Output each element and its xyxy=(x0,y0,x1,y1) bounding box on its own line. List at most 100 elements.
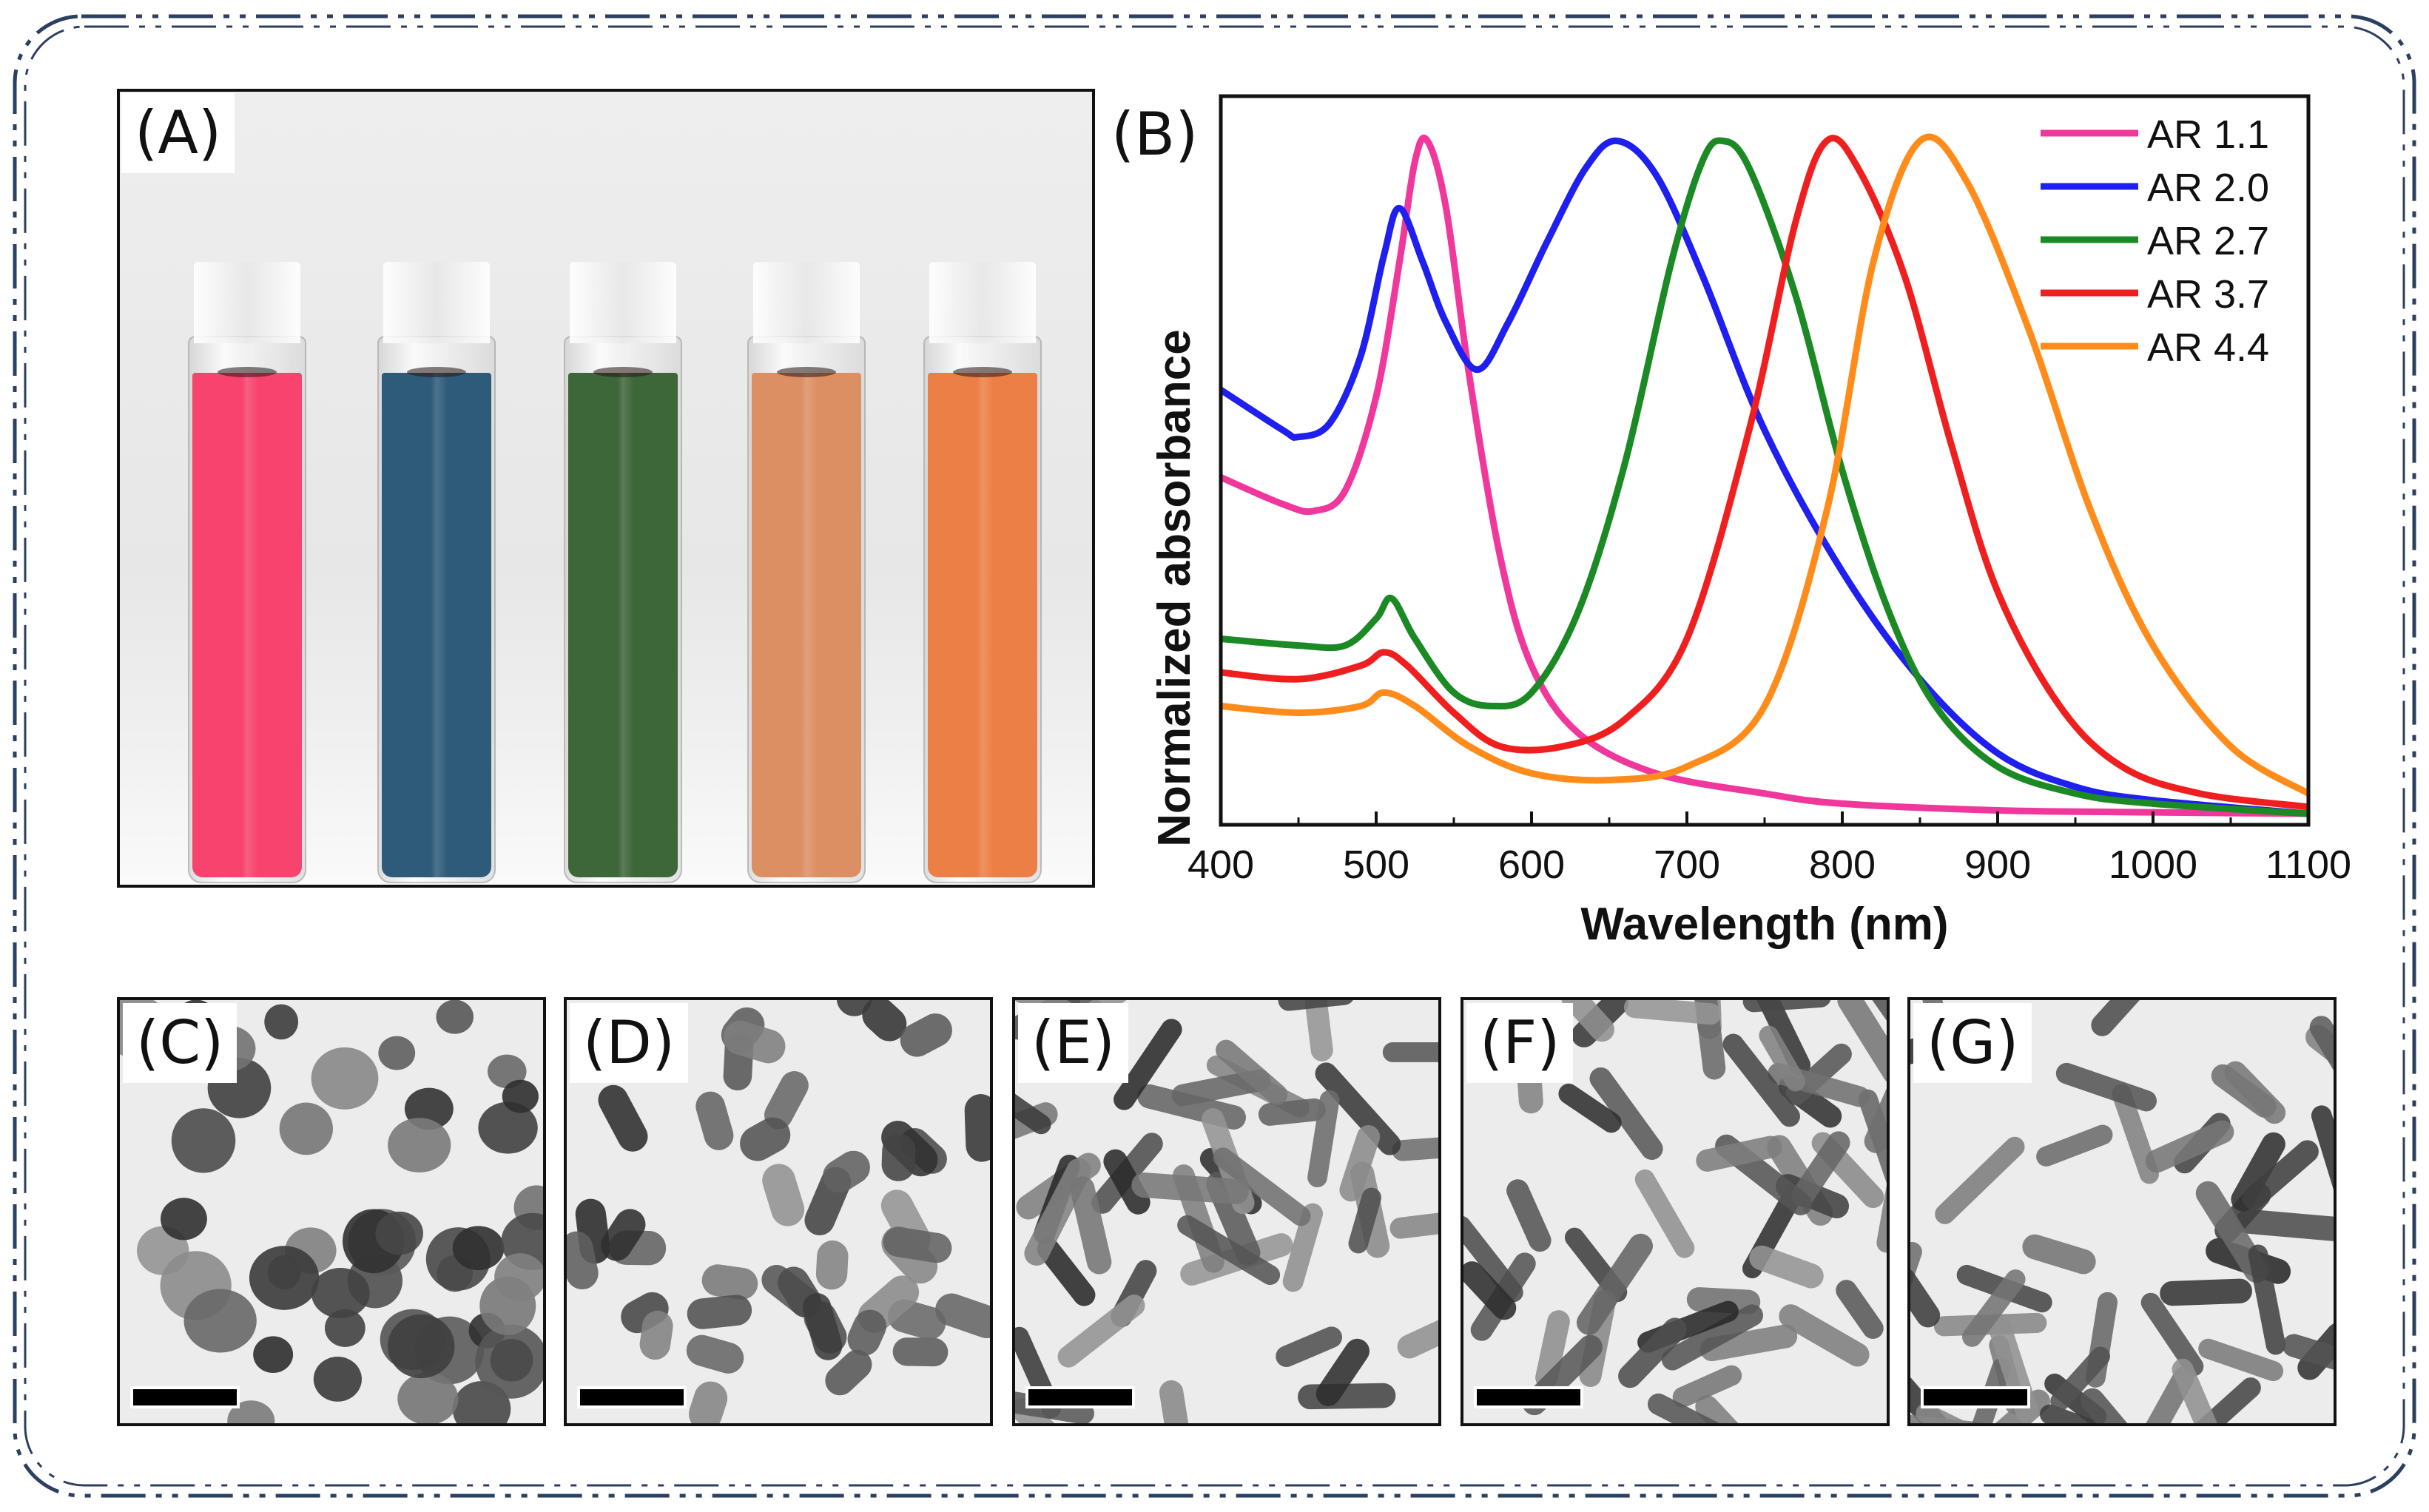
nanoparticle xyxy=(1722,1033,1800,1127)
tem-panel-c: (C) xyxy=(117,997,546,1426)
nanoparticle xyxy=(1648,1393,1726,1423)
nanoparticle xyxy=(1699,1324,1798,1362)
nanoparticle xyxy=(171,1108,236,1173)
vial-liquid xyxy=(192,373,302,877)
nanoparticle xyxy=(2160,1278,2252,1306)
nanoparticle xyxy=(686,1334,744,1374)
nanoparticle xyxy=(1315,1338,1370,1406)
x-tick-label: 500 xyxy=(1343,843,1409,887)
nanoparticle xyxy=(313,1357,362,1402)
tem-panel-f: (F) xyxy=(1461,997,1890,1426)
nanoparticle xyxy=(1695,1395,1751,1423)
vial-ar-3-7 xyxy=(747,262,866,883)
nanoparticle xyxy=(1962,1269,2026,1347)
nanoparticle xyxy=(1258,1098,1326,1126)
nanoparticle xyxy=(2036,1124,2113,1167)
nanoparticle xyxy=(1535,1310,1570,1389)
nanoparticle xyxy=(1910,1241,1922,1308)
series-line-ar-4-4 xyxy=(1220,133,2311,797)
series-line-ar-3-7 xyxy=(1220,135,2309,811)
vials-photo: (A) xyxy=(117,89,1095,888)
panel-label-c: (C) xyxy=(123,1003,237,1083)
y-axis-label: Normalized absorbance xyxy=(1149,329,1200,846)
panel-label-d: (D) xyxy=(570,1003,689,1083)
nanoparticle xyxy=(935,1293,990,1339)
nanoparticle xyxy=(1661,1304,1763,1371)
panel-label-g: (G) xyxy=(1913,1003,2032,1083)
nanoparticle xyxy=(388,1118,451,1173)
scale-bar xyxy=(1474,1386,1583,1408)
nanoparticle xyxy=(567,1231,599,1290)
nanoparticle xyxy=(1339,1125,1381,1202)
nanoparticle xyxy=(2055,1062,2157,1112)
nanoparticle xyxy=(1696,1135,1782,1172)
nanoparticle xyxy=(881,1133,916,1181)
nanoparticle xyxy=(1397,1305,1438,1359)
vial-liquid xyxy=(568,373,678,877)
x-tick-label: 700 xyxy=(1654,843,1720,887)
nanoparticle xyxy=(1960,1358,2012,1423)
nanoparticle xyxy=(478,1101,538,1154)
nanoparticle xyxy=(2235,1209,2334,1241)
nanoparticle xyxy=(1558,1083,1622,1133)
nanoparticle xyxy=(847,1309,886,1356)
nanoparticle xyxy=(1463,1261,1517,1320)
nanoparticle xyxy=(264,1004,299,1040)
nanoparticle xyxy=(436,1000,474,1034)
nanoparticle xyxy=(1389,1209,1438,1239)
legend-label: AR 2.0 xyxy=(2147,166,2269,210)
nanoparticle xyxy=(1131,1172,1249,1204)
nanoparticle xyxy=(1037,1238,1096,1306)
nanoparticle xyxy=(892,1337,949,1367)
nanoparticle xyxy=(1916,1403,2012,1423)
nanoparticle xyxy=(1103,1149,1151,1215)
nanoparticle xyxy=(1742,1000,1832,1013)
nanoparticle xyxy=(1070,1176,1112,1275)
nanoparticle xyxy=(823,1150,870,1193)
nanoparticle xyxy=(1213,1147,1311,1226)
panel-label-b: (B) xyxy=(1111,100,1199,169)
nanoparticle xyxy=(1315,1062,1401,1155)
panel-label-f: (F) xyxy=(1466,1003,1574,1083)
nanoparticle xyxy=(1935,1136,2025,1224)
vial-ar-2-0 xyxy=(377,262,496,883)
nanoparticle xyxy=(388,1314,455,1379)
nanoparticle xyxy=(1634,1169,1695,1258)
nanoparticle xyxy=(502,1079,539,1113)
legend-label: AR 2.7 xyxy=(2147,219,2269,263)
nanoparticle xyxy=(2248,1244,2286,1355)
nanoparticle xyxy=(490,1338,533,1382)
nanoparticle xyxy=(695,1091,734,1150)
x-tick-label: 600 xyxy=(1498,843,1565,887)
nanoparticle xyxy=(311,1047,379,1110)
nanoparticle xyxy=(2282,1334,2334,1378)
nanoparticle xyxy=(494,1253,543,1301)
nanoparticle xyxy=(862,1000,907,1042)
nanoparticle xyxy=(1910,1414,1990,1423)
nanoparticle xyxy=(1749,1245,1824,1289)
nanoparticle xyxy=(2242,1140,2319,1210)
nanoparticle xyxy=(452,1226,505,1271)
panel-label-e: (E) xyxy=(1018,1003,1128,1083)
absorbance-chart: 400 500 600 700 800 900 1000 1100 AR 1.1 AR 2.0 A… xyxy=(1149,94,2351,950)
nanoparticle xyxy=(1686,1287,1761,1314)
series-line-ar-1-1 xyxy=(1219,134,2309,817)
x-tick-label: 1000 xyxy=(2109,843,2197,887)
nanoparticle xyxy=(2311,1105,2334,1218)
nanoparticle xyxy=(1561,1000,1614,1042)
nanoparticle xyxy=(802,1292,843,1360)
nanoparticle xyxy=(2091,1000,2151,1036)
scale-bar xyxy=(1921,1386,2030,1408)
nanoparticle xyxy=(2172,1358,2220,1423)
x-axis-label: Wavelength (nm) xyxy=(1580,899,1948,950)
nanoparticle xyxy=(1618,1317,1687,1388)
nanoparticle xyxy=(183,1289,257,1353)
panel-label-a: (A) xyxy=(121,93,235,173)
nanoparticle xyxy=(2080,1388,2158,1423)
nanoparticle xyxy=(2224,1061,2286,1124)
nanoparticle xyxy=(1692,1000,1726,1080)
vial-ar-2-7 xyxy=(564,262,682,883)
nanoparticle xyxy=(397,1372,459,1423)
nanoparticle xyxy=(598,1084,648,1152)
nanoparticle xyxy=(1576,1233,1653,1335)
